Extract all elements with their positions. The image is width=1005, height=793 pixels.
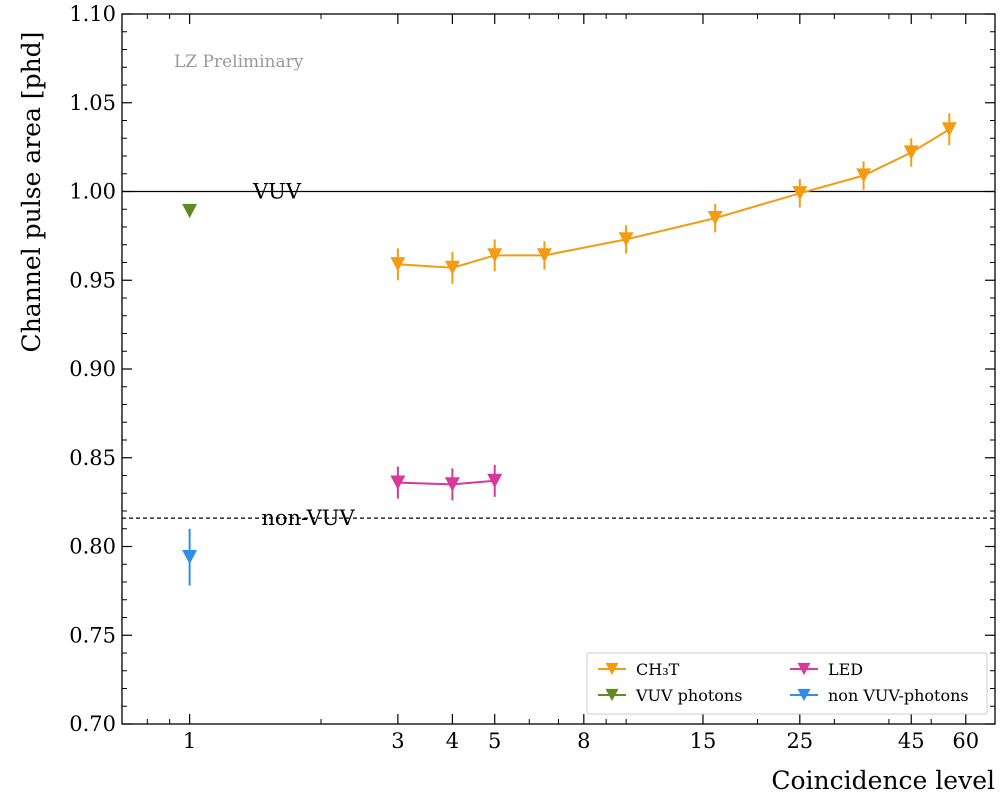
data-point xyxy=(444,260,460,275)
data-point xyxy=(707,211,723,226)
data-point xyxy=(536,248,552,263)
data-point xyxy=(444,477,460,492)
data-point xyxy=(182,203,198,219)
axes-layer: 0.700.750.800.850.900.951.001.051.101 3 4 5… xyxy=(69,2,996,753)
data-point xyxy=(487,473,503,488)
legend-item: CH₃T xyxy=(598,660,680,679)
x-tick-label: 15 xyxy=(690,729,717,753)
y-tick-label: 0.75 xyxy=(69,623,116,647)
y-tick-label: 0.80 xyxy=(69,535,116,559)
series-line xyxy=(397,479,495,486)
series-0 xyxy=(390,113,957,284)
x-tick-label: 1 xyxy=(183,729,196,753)
x-tick-label: 8 xyxy=(577,729,590,753)
legend-marker xyxy=(605,662,619,676)
plot-frame xyxy=(121,13,996,725)
legend: CH₃T LED VUV photons non VUV-photons xyxy=(586,652,988,715)
data-point xyxy=(618,232,634,247)
y-tick-label: 0.90 xyxy=(69,357,116,381)
legend-label: LED xyxy=(828,660,863,679)
data-point xyxy=(182,550,198,565)
data-point xyxy=(487,248,503,263)
x-tick-label: 4 xyxy=(446,729,459,753)
y-axis-title: Channel pulse area [phd] xyxy=(17,32,46,353)
legend-marker xyxy=(605,688,619,702)
x-tick-label: 5 xyxy=(488,729,501,753)
reference-label: VUV xyxy=(252,180,302,204)
legend-label: VUV photons xyxy=(635,686,742,705)
legend-items: CH₃T LED VUV photons non VUV-photons xyxy=(598,660,969,705)
y-tick-label: 1.00 xyxy=(69,180,116,204)
reference-lines: VUV non-VUV xyxy=(122,180,995,530)
data-point xyxy=(856,168,872,183)
legend-item: non VUV-photons xyxy=(790,686,969,705)
data-point xyxy=(941,122,957,137)
x-axis-title: Coincidence level xyxy=(771,766,995,793)
legend-label: non VUV-photons xyxy=(828,686,969,705)
series-3 xyxy=(182,528,198,586)
x-tick-label: 25 xyxy=(786,729,813,753)
reference-label: non-VUV xyxy=(261,506,355,530)
data-point xyxy=(792,186,808,201)
x-tick-label: 45 xyxy=(898,729,925,753)
series-1 xyxy=(182,203,198,219)
y-tick-label: 0.70 xyxy=(69,712,116,736)
y-tick-label: 1.10 xyxy=(69,2,116,26)
series-layer xyxy=(182,113,957,586)
legend-item: LED xyxy=(790,660,863,679)
x-tick-label: 3 xyxy=(391,729,404,753)
x-tick-label: 60 xyxy=(952,729,979,753)
data-point xyxy=(903,145,919,160)
legend-marker xyxy=(797,688,811,702)
watermark-text: LZ Preliminary xyxy=(174,52,304,72)
legend-item: VUV photons xyxy=(598,686,742,705)
legend-marker xyxy=(797,662,811,676)
y-tick-label: 1.05 xyxy=(69,91,116,115)
y-tick-label: 0.85 xyxy=(69,446,116,470)
data-point xyxy=(390,257,406,272)
series-line xyxy=(397,128,950,269)
legend-label: CH₃T xyxy=(636,660,680,679)
series-2 xyxy=(390,464,503,501)
data-point xyxy=(390,475,406,490)
y-tick-label: 0.95 xyxy=(69,268,116,292)
legend-box xyxy=(586,652,988,715)
